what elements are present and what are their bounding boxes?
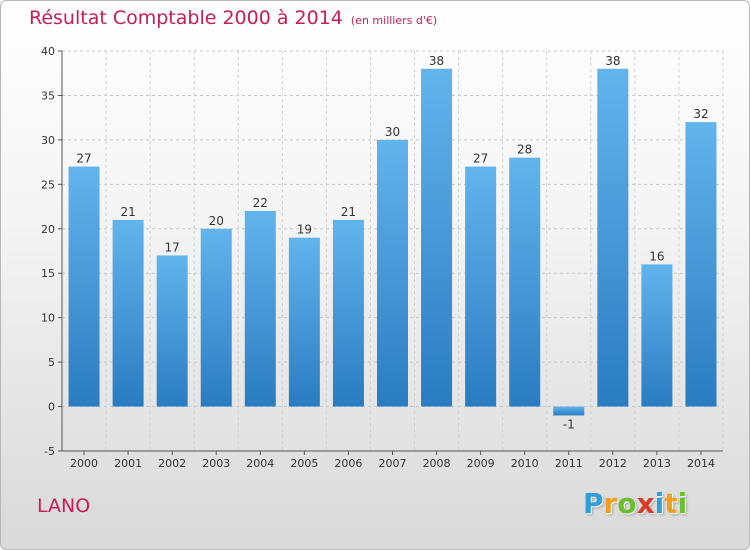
y-tick-label: 35 xyxy=(41,89,55,102)
value-label: 28 xyxy=(517,143,532,157)
x-tick-label: 2003 xyxy=(202,457,230,470)
x-tick-label: 2002 xyxy=(158,457,186,470)
value-label: 19 xyxy=(297,223,312,237)
x-tick-label: 2013 xyxy=(643,457,671,470)
logo-letter: i xyxy=(654,487,665,520)
logo-letter: P xyxy=(583,487,604,520)
y-tick-label: 30 xyxy=(41,134,55,147)
y-tick-label: 40 xyxy=(41,45,55,58)
value-label: 27 xyxy=(76,152,91,166)
bars xyxy=(68,68,717,416)
y-tick-label: 15 xyxy=(41,267,55,280)
x-tick-label: 2000 xyxy=(70,457,98,470)
logo-letter: r xyxy=(603,487,618,520)
bar xyxy=(112,219,144,407)
logo-letter: t xyxy=(664,487,678,520)
bar xyxy=(465,166,497,407)
logo-letter: i xyxy=(677,487,688,520)
bar xyxy=(244,211,276,407)
proxiti-logo: Proxiti xyxy=(583,487,687,520)
y-tick-label: 5 xyxy=(48,356,55,369)
tick-labels: -5 0 5 10 15 20 25 30 35 40 2000 2001 2002 2003 2004 20… xyxy=(41,45,715,470)
bar xyxy=(377,139,408,407)
chart-subtitle: (en milliers d'€) xyxy=(350,14,438,27)
value-label: 21 xyxy=(341,205,356,219)
bar xyxy=(68,166,100,407)
value-label: 27 xyxy=(473,152,488,166)
commune-name: LANO xyxy=(37,495,91,517)
x-tick-label: 2006 xyxy=(334,457,362,470)
chart-title: Résultat Comptable 2000 à 2014 (en millie… xyxy=(29,7,437,29)
x-tick-label: 2010 xyxy=(511,457,539,470)
x-tick-label: 2007 xyxy=(379,457,407,470)
value-label: -1 xyxy=(563,417,575,431)
value-label: 38 xyxy=(605,54,620,68)
axes xyxy=(58,50,723,455)
bar xyxy=(597,68,629,407)
x-tick-label: 2005 xyxy=(290,457,318,470)
x-tick-label: 2004 xyxy=(246,457,274,470)
bar xyxy=(421,68,453,407)
x-tick-label: 2014 xyxy=(687,457,715,470)
x-tick-label: 2012 xyxy=(599,457,627,470)
value-label: 22 xyxy=(253,196,268,210)
x-tick-label: 2008 xyxy=(423,457,451,470)
y-tick-label: 20 xyxy=(41,223,55,236)
y-tick-label: -5 xyxy=(44,445,55,458)
x-tick-label: 2011 xyxy=(555,457,583,470)
y-tick-label: 10 xyxy=(41,312,55,325)
bar xyxy=(288,237,320,407)
value-label: 38 xyxy=(429,54,444,68)
chart-title-text: Résultat Comptable 2000 à 2014 xyxy=(29,7,343,29)
y-tick-label: 0 xyxy=(48,401,55,414)
value-label: 21 xyxy=(120,205,135,219)
bar xyxy=(553,406,585,416)
value-label: 17 xyxy=(165,240,180,254)
bar xyxy=(509,157,541,407)
x-tick-label: 2009 xyxy=(467,457,495,470)
logo-letter: x xyxy=(636,487,655,520)
bar xyxy=(685,122,717,407)
value-label: 20 xyxy=(209,214,224,228)
bar xyxy=(332,219,364,407)
bar xyxy=(641,264,673,407)
logo-letter: o xyxy=(617,487,637,520)
x-tick-label: 2001 xyxy=(114,457,142,470)
bar xyxy=(200,228,232,407)
y-tick-label: 25 xyxy=(41,178,55,191)
value-label: 16 xyxy=(649,249,664,263)
value-labels: 27 21 17 20 22 19 21 30 38 27 28 -1 38 16 32 xyxy=(76,54,708,432)
value-label: 30 xyxy=(385,125,400,139)
bar xyxy=(156,255,188,407)
value-label: 32 xyxy=(693,107,708,121)
